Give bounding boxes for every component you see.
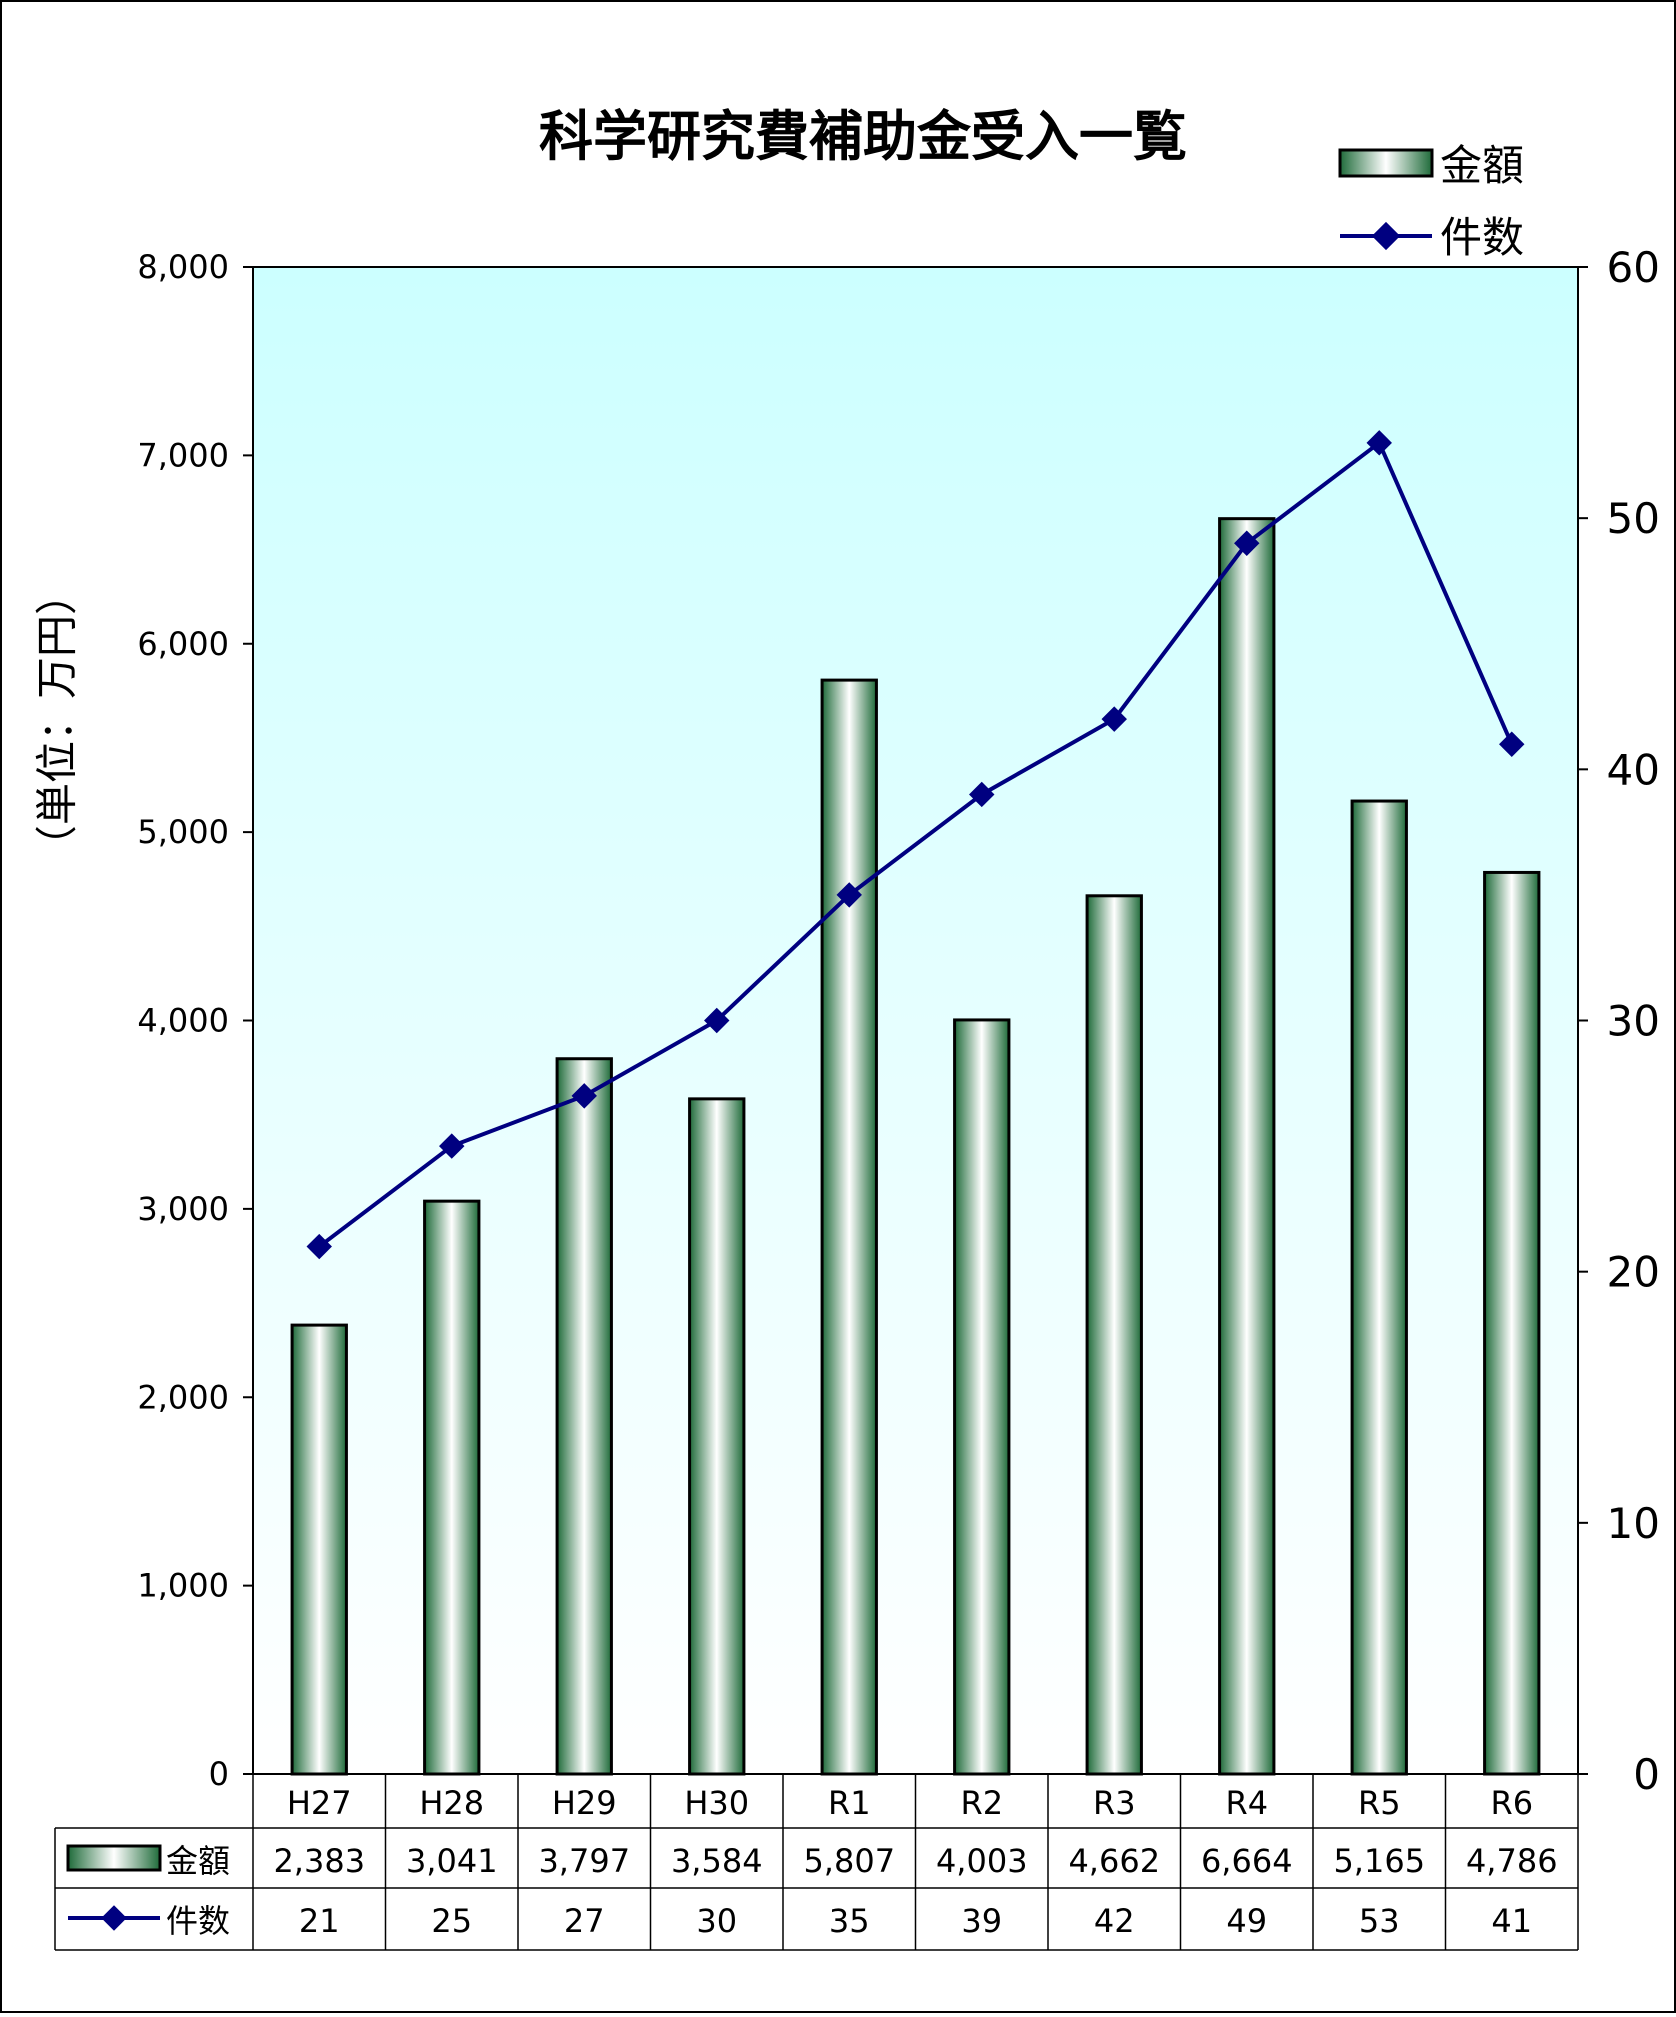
bar bbox=[423, 1199, 481, 1776]
x-tick-label: H27 bbox=[287, 1784, 352, 1822]
y-tick-label: 6,000 bbox=[137, 625, 229, 663]
table-cell-amount: 3,797 bbox=[538, 1842, 630, 1880]
x-tick-label: R2 bbox=[960, 1784, 1003, 1822]
table-cell-amount: 4,003 bbox=[936, 1842, 1028, 1880]
table-cell-count: 39 bbox=[961, 1902, 1002, 1940]
legend: 金額 件数 bbox=[1338, 141, 1524, 262]
x-tick-label: H28 bbox=[419, 1784, 484, 1822]
chart-title: 科学研究費補助金受入一覧 bbox=[539, 105, 1187, 168]
table-cell-count: 42 bbox=[1094, 1902, 1135, 1940]
count-marker bbox=[969, 781, 995, 808]
bar bbox=[1085, 894, 1143, 1776]
legend-label-amount: 金額 bbox=[1440, 141, 1524, 190]
bar bbox=[290, 1323, 348, 1776]
y-tick-label: 2,000 bbox=[137, 1378, 229, 1416]
table-cell-count: 49 bbox=[1226, 1902, 1267, 1940]
y2-tick-label: 60 bbox=[1607, 243, 1660, 292]
y-tick-label: 4,000 bbox=[137, 1002, 229, 1040]
table-cell-count: 27 bbox=[564, 1902, 605, 1940]
table-cell-count: 25 bbox=[431, 1902, 472, 1940]
x-tick-label: R5 bbox=[1358, 1784, 1401, 1822]
bar bbox=[820, 678, 878, 1776]
y-tick-label: 3,000 bbox=[137, 1190, 229, 1228]
table-cell-count: 41 bbox=[1491, 1902, 1532, 1940]
y2-tick-label: 20 bbox=[1607, 1248, 1660, 1297]
y-tick-label: 1,000 bbox=[137, 1567, 229, 1605]
table-cell-amount: 5,165 bbox=[1333, 1842, 1425, 1880]
table-row-header-count: 件数 bbox=[166, 1902, 230, 1940]
legend-label-count: 件数 bbox=[1440, 213, 1524, 262]
table-cell-amount: 4,662 bbox=[1068, 1842, 1160, 1880]
bar-series bbox=[290, 517, 1541, 1776]
table-cell-amount: 2,383 bbox=[273, 1842, 365, 1880]
y2-tick-label: 0 bbox=[1633, 1750, 1660, 1799]
bar bbox=[953, 1018, 1011, 1776]
x-tick-label: H29 bbox=[552, 1784, 617, 1822]
y-tick-label: 8,000 bbox=[137, 248, 229, 286]
y-tick-label: 0 bbox=[209, 1755, 229, 1793]
y-axis-right: 0 10 20 30 40 50 60 bbox=[1578, 243, 1660, 1799]
legend-bar-swatch bbox=[1338, 148, 1434, 178]
table-bar-swatch bbox=[66, 1844, 162, 1872]
y2-tick-label: 30 bbox=[1607, 997, 1660, 1046]
table-cell-count: 53 bbox=[1359, 1902, 1400, 1940]
table-cell-count: 35 bbox=[829, 1902, 870, 1940]
bar bbox=[1483, 870, 1541, 1776]
legend-marker bbox=[1371, 221, 1401, 251]
bar bbox=[688, 1097, 746, 1776]
table-cell-amount: 3,584 bbox=[671, 1842, 763, 1880]
y-tick-label: 5,000 bbox=[137, 813, 229, 851]
x-tick-label: R3 bbox=[1093, 1784, 1136, 1822]
y2-tick-label: 10 bbox=[1607, 1499, 1660, 1548]
table-cell-count: 21 bbox=[299, 1902, 340, 1940]
y-tick-label: 7,000 bbox=[137, 436, 229, 474]
table-cell-amount: 4,786 bbox=[1466, 1842, 1558, 1880]
table-cell-count: 30 bbox=[696, 1902, 737, 1940]
table-cell-amount: 5,807 bbox=[803, 1842, 895, 1880]
x-tick-label: R1 bbox=[828, 1784, 871, 1822]
x-tick-label: H30 bbox=[684, 1784, 749, 1822]
count-line bbox=[318, 439, 1514, 1249]
bar bbox=[555, 1057, 613, 1776]
y2-tick-label: 50 bbox=[1607, 494, 1660, 543]
table-row-header-amount: 金額 bbox=[166, 1842, 230, 1880]
x-tick-label: R6 bbox=[1490, 1784, 1533, 1822]
y-axis-label: （単位：万円） bbox=[33, 573, 82, 867]
bar bbox=[1350, 799, 1408, 1776]
bar bbox=[1218, 517, 1276, 1776]
table-cell-amount: 6,664 bbox=[1201, 1842, 1293, 1880]
y2-tick-label: 40 bbox=[1607, 745, 1660, 794]
y-axis-left: 0 1,000 2,000 3,000 4,000 5,000 6,000 7,000 8,00… bbox=[137, 248, 253, 1793]
count-marker bbox=[836, 882, 862, 908]
table-cell-amount: 3,041 bbox=[406, 1842, 498, 1880]
x-tick-label: R4 bbox=[1225, 1784, 1268, 1822]
